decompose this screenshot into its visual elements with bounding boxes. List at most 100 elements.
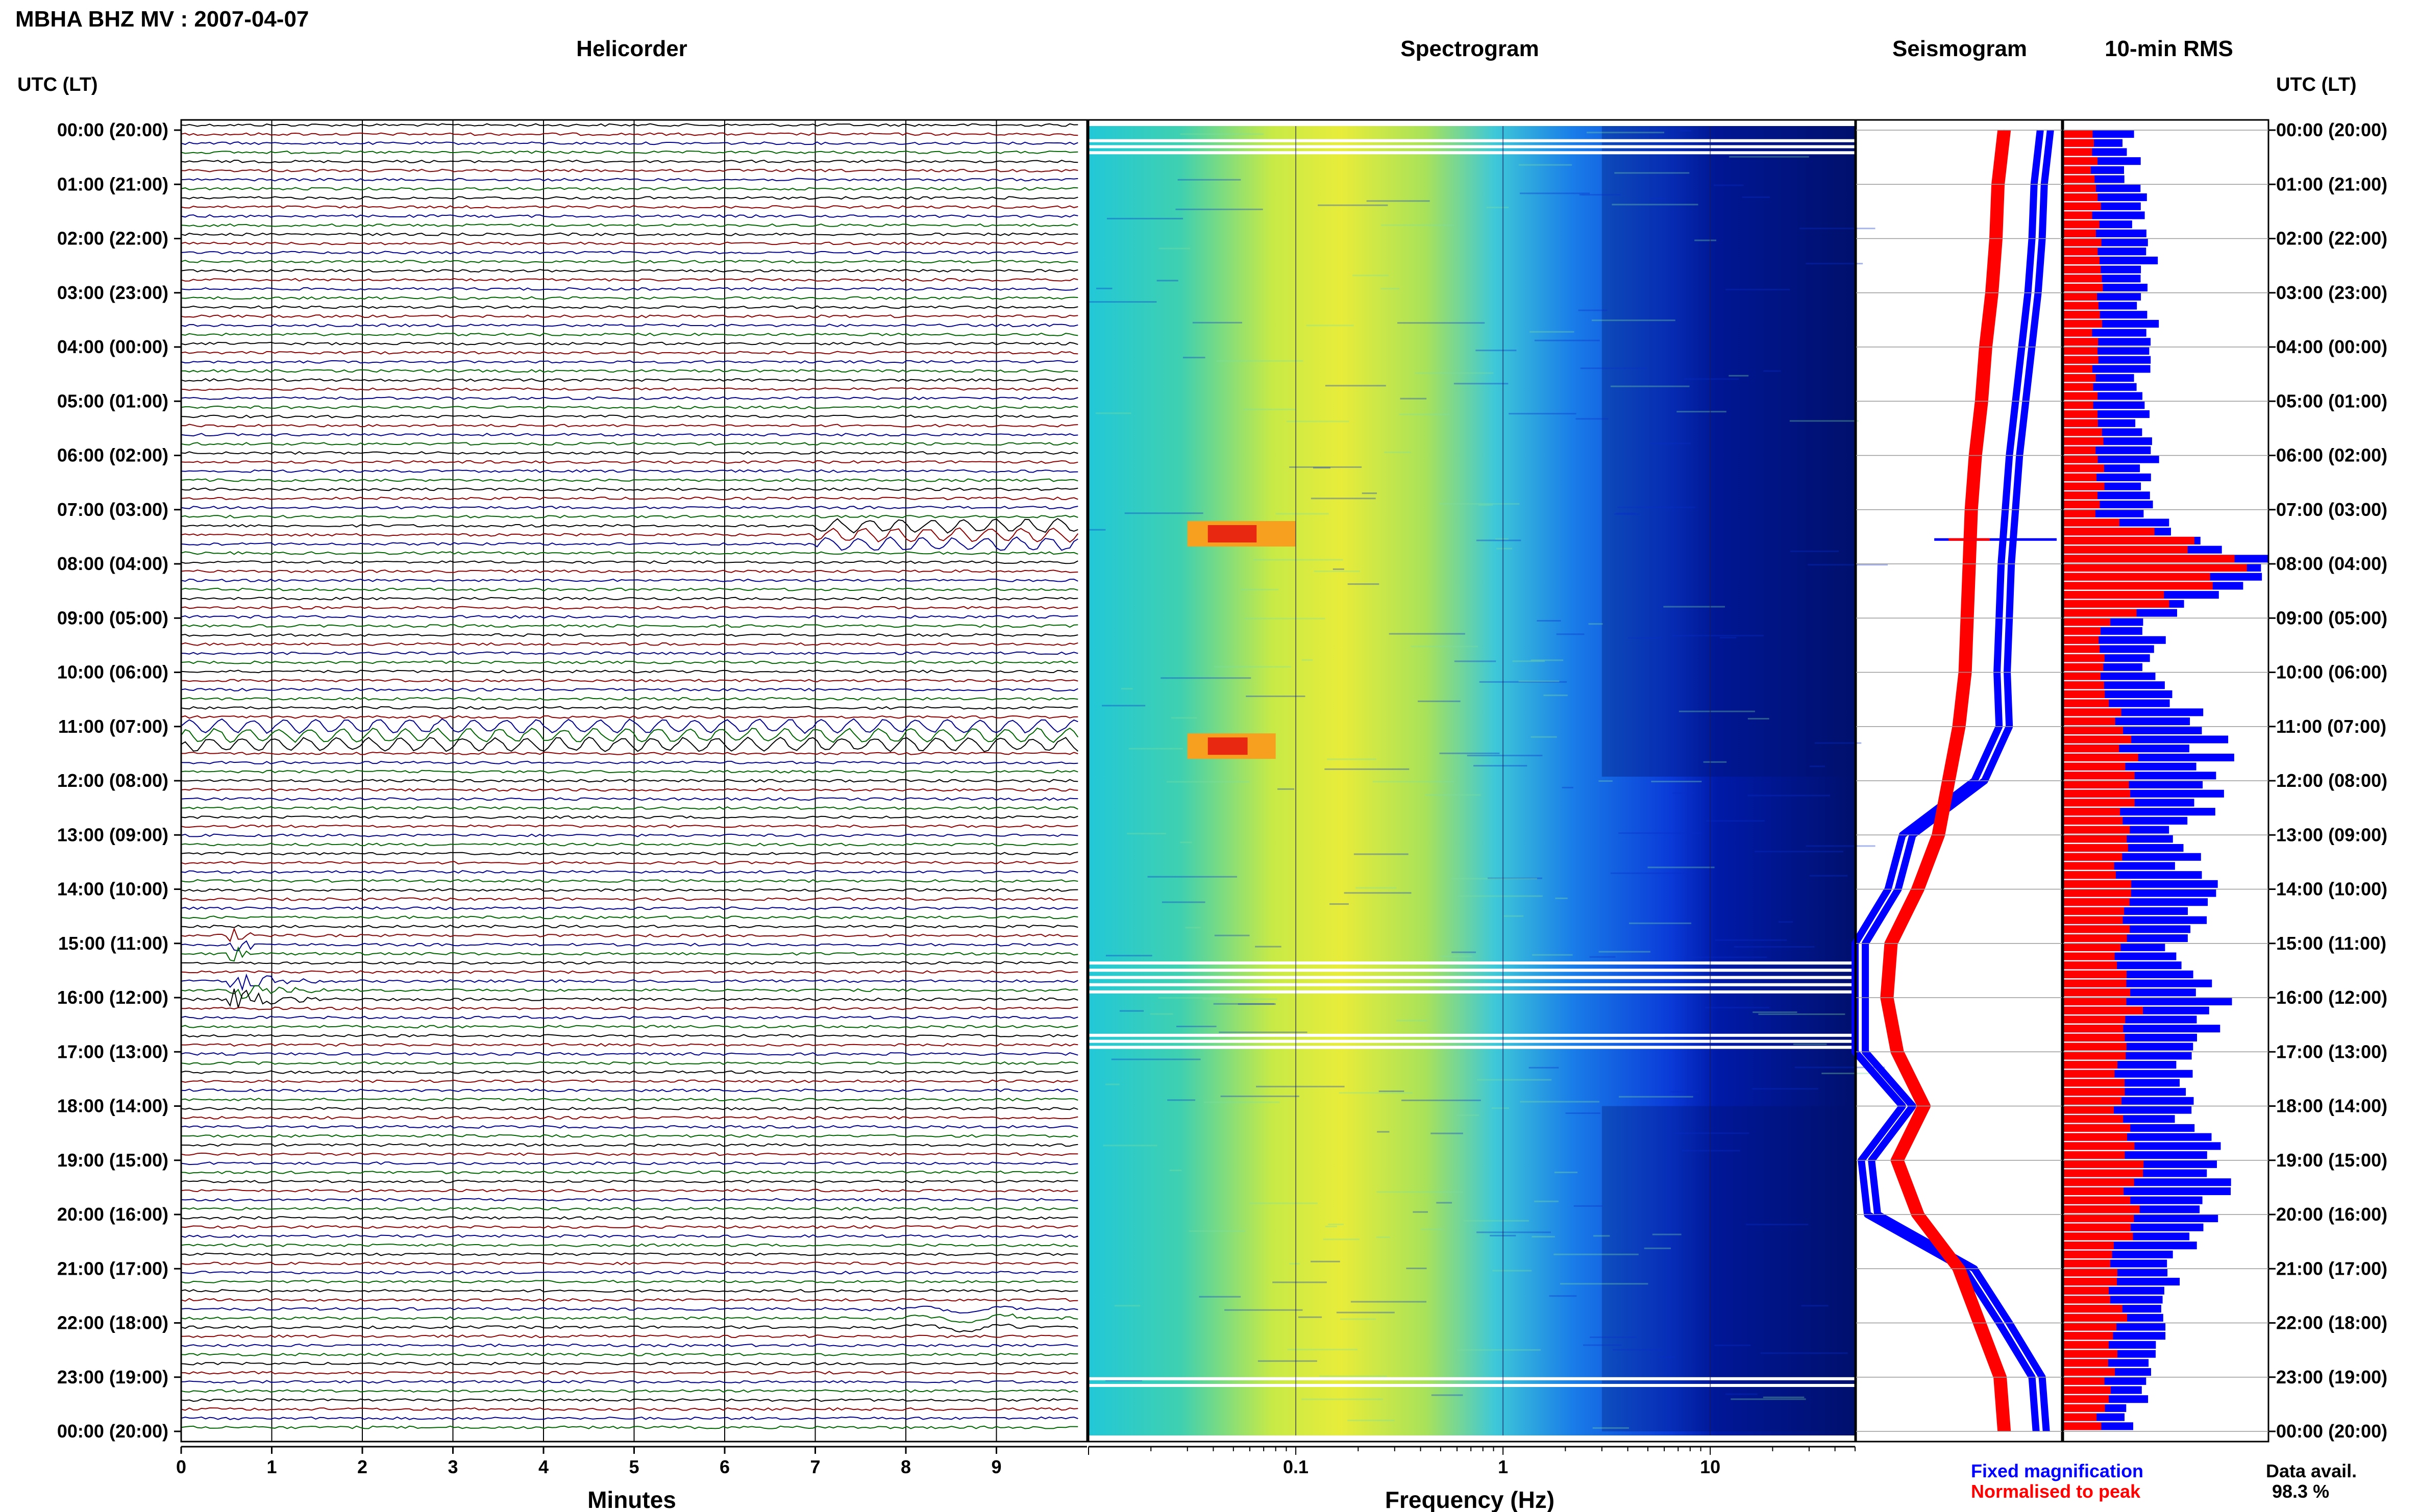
spectrogram-texture <box>1301 659 1313 661</box>
minutes-tick-label: 9 <box>991 1456 1001 1477</box>
rms-title: 10-min RMS <box>2105 36 2233 61</box>
helicorder-trace <box>181 178 1078 182</box>
helicorder-trace <box>181 442 1078 446</box>
spectrogram-texture <box>1475 350 1517 352</box>
spectrogram-texture <box>1176 1026 1217 1027</box>
spectrogram-texture <box>1425 794 1481 796</box>
spectrogram-texture <box>1158 247 1191 250</box>
spectrogram-texture <box>1314 571 1360 572</box>
rms-bar <box>2063 410 2098 418</box>
spectrogram-texture <box>1476 1231 1551 1233</box>
rms-bar <box>2063 1088 2125 1096</box>
helicorder-trace <box>181 424 1078 428</box>
rms-bar <box>2063 591 2164 599</box>
spectrogram-texture <box>1347 583 1379 585</box>
helicorder-trace <box>181 815 1078 819</box>
helicorder-trace <box>181 806 1078 810</box>
spectrogram-texture <box>1339 1092 1413 1094</box>
spectrogram-texture <box>1676 411 1726 413</box>
spectrogram-texture <box>1629 922 1692 924</box>
helicorder-trace <box>181 433 1078 437</box>
spectrogram-texture <box>1486 207 1509 209</box>
time-label-left: 16:00 (12:00) <box>57 987 168 1008</box>
spectrogram-texture <box>1372 781 1454 783</box>
spectrogram-texture <box>1532 954 1573 956</box>
helicorder-trace <box>181 1143 1078 1147</box>
rms-bar <box>2063 844 2128 852</box>
rms-bar <box>2063 546 2188 554</box>
spectrogram-texture <box>1289 466 1362 468</box>
time-label-left: 05:00 (01:00) <box>57 390 168 411</box>
spectrogram-texture <box>1612 204 1698 206</box>
helicorder-trace <box>181 888 1078 892</box>
rms-bar <box>2063 826 2130 834</box>
rms-bar <box>2063 1223 2131 1231</box>
spectrogram-texture <box>1808 564 1888 566</box>
spectrogram-texture <box>1531 736 1557 738</box>
spectrogram-texture <box>1256 1085 1345 1087</box>
spectrogram-feature-core <box>1207 525 1257 543</box>
time-label-right: 04:00 (00:00) <box>2276 336 2387 357</box>
data-gap <box>1089 976 1855 979</box>
rms-bar <box>2063 1097 2122 1105</box>
legend-fixed-magnification: Fixed magnification <box>1971 1460 2143 1481</box>
spectrogram-texture <box>1162 901 1205 903</box>
spectrogram-texture <box>1731 1398 1806 1400</box>
spectrogram-texture <box>1147 876 1237 878</box>
spectrogram-texture <box>1518 164 1572 166</box>
rms-bar <box>2063 184 2096 192</box>
spectrogram-texture <box>1453 383 1509 385</box>
rms-bar <box>2063 808 2120 816</box>
spectrogram-texture <box>1644 1247 1671 1249</box>
spectrogram-texture <box>1167 1099 1196 1101</box>
spectrogram-texture <box>1758 1013 1845 1015</box>
helicorder-trace <box>181 1079 1078 1083</box>
spectrogram-texture <box>1746 1224 1809 1226</box>
rms-bar <box>2063 1350 2117 1358</box>
spectrogram-background <box>1089 126 1855 1435</box>
rms-bar <box>2063 627 2101 635</box>
spectrogram-texture <box>1253 559 1343 561</box>
helicorder-trace <box>181 1088 1078 1093</box>
spectrogram-texture <box>1406 1268 1427 1270</box>
rms-bar <box>2063 699 2109 707</box>
rms-bar <box>2063 1313 2127 1322</box>
spectrogram-texture <box>1344 892 1412 894</box>
time-label-right: 15:00 (11:00) <box>2276 933 2386 954</box>
time-label-right: 19:00 (15:00) <box>2276 1150 2387 1171</box>
minutes-tick-label: 5 <box>629 1456 639 1477</box>
rms-bar <box>2063 365 2092 373</box>
helicorder-trace <box>181 687 1078 692</box>
helicorder-trace <box>181 1216 1078 1220</box>
rms-bar <box>2063 1079 2125 1087</box>
spectrogram-texture <box>1189 1230 1246 1232</box>
rms-bar <box>2063 645 2100 653</box>
spectrogram-texture <box>1760 1352 1848 1354</box>
rms-bar <box>2063 536 2194 544</box>
rms-bar <box>2063 256 2100 264</box>
rms-bar <box>2063 319 2103 328</box>
time-label-left: 03:00 (23:00) <box>57 282 168 303</box>
spectrogram-texture <box>1121 688 1133 690</box>
spectrogram-texture <box>1397 322 1485 324</box>
spectrogram-texture <box>1779 921 1793 923</box>
time-label-left: 14:00 (10:00) <box>57 879 168 900</box>
time-label-right: 17:00 (13:00) <box>2276 1041 2387 1062</box>
helicorder-trace <box>181 751 1078 756</box>
helicorder-trace <box>181 369 1078 373</box>
helicorder-trace <box>181 915 1078 920</box>
spectrogram-texture <box>1714 184 1744 186</box>
rms-bar <box>2063 934 2127 943</box>
spectrogram-texture <box>1593 1235 1610 1237</box>
data-gap <box>1089 1377 1855 1380</box>
spectrogram-texture <box>1180 841 1192 844</box>
spectrogram-texture <box>1793 1043 1827 1045</box>
spectrogram-texture <box>1329 903 1349 905</box>
time-label-right: 05:00 (01:00) <box>2276 390 2387 411</box>
rms-bar <box>2063 347 2098 355</box>
rms-bar <box>2063 1269 2117 1277</box>
rms-bar <box>2063 789 2131 798</box>
time-label-left: 18:00 (14:00) <box>57 1096 168 1117</box>
rms-bar <box>2063 247 2098 256</box>
